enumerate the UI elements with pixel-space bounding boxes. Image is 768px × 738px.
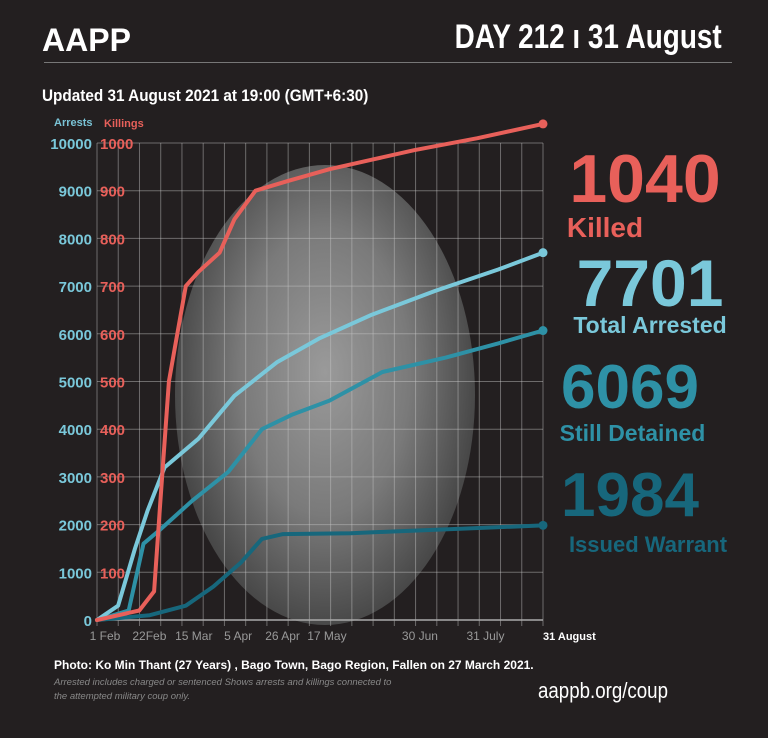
detained-count: 6069 — [561, 353, 699, 422]
brand-logo: AAPP — [42, 22, 131, 58]
y-tick-arrests: 2000 — [59, 518, 92, 535]
x-tick-label: 30 Jun — [402, 629, 438, 643]
arrested-count: 7701 — [576, 246, 724, 320]
data-point — [116, 604, 120, 608]
footnote: Arrested includes charged or sentenced S… — [54, 677, 392, 702]
arrested-label: Total Arrested — [573, 312, 727, 338]
updated-text: Updated 31 August 2021 at 19:00 (GMT+6:3… — [42, 86, 369, 105]
data-point — [254, 189, 258, 193]
x-tick-label: 22Feb — [132, 629, 166, 643]
data-point — [289, 413, 293, 417]
data-point — [218, 251, 222, 255]
data-point — [226, 470, 230, 474]
data-point — [444, 356, 448, 360]
data-point — [370, 313, 374, 317]
y-tick-killings: 300 — [100, 470, 125, 487]
photo-caption: Photo: Ko Min Thant (27 Years) , Bago To… — [54, 658, 534, 672]
data-point — [184, 604, 188, 608]
website-link[interactable]: aappb.org/coup — [538, 678, 668, 703]
y-tick-arrests: 8000 — [59, 231, 92, 248]
y-tick-killings: 200 — [100, 518, 125, 535]
y-tick-killings: 700 — [100, 279, 125, 296]
data-point — [148, 613, 152, 617]
y-tick-arrests: 4000 — [59, 422, 92, 439]
x-tick-label: 31 August — [543, 631, 596, 643]
data-point — [317, 337, 321, 341]
data-point — [158, 499, 162, 503]
data-point — [232, 217, 236, 221]
killed-label: Killed — [566, 212, 644, 243]
data-point — [349, 531, 353, 535]
data-point — [184, 284, 188, 288]
data-point — [497, 341, 501, 345]
y-tick-killings: 800 — [100, 231, 125, 248]
data-point — [281, 532, 285, 536]
y-tick-arrests: 3000 — [59, 470, 92, 487]
data-point — [412, 148, 416, 152]
y-tick-killings: 100 — [100, 565, 125, 582]
y-tick-arrests: 5000 — [59, 375, 92, 392]
y-tick-arrests: 0 — [84, 613, 92, 630]
data-point — [497, 267, 501, 271]
data-point — [167, 380, 171, 383]
data-point — [175, 332, 179, 336]
x-tick-label: 5 Apr — [224, 629, 252, 643]
x-tick-label: 15 Mar — [175, 629, 212, 643]
data-point — [133, 546, 137, 550]
killed-count: 1040 — [569, 141, 721, 217]
detained-label: Still Detained — [559, 420, 706, 446]
y-tick-killings: 900 — [100, 184, 125, 201]
x-tick-label: 26 Apr — [265, 629, 300, 643]
data-point — [328, 167, 332, 171]
x-tick-label: 17 May — [307, 629, 346, 643]
y-tick-arrests: 7000 — [59, 279, 92, 296]
y-tick-arrests: 1000 — [59, 565, 92, 582]
data-point — [285, 179, 289, 183]
data-point — [260, 537, 264, 541]
data-point — [196, 270, 200, 274]
data-point — [196, 437, 200, 441]
x-tick-label: 31 July — [466, 629, 504, 643]
y-tick-killings: 400 — [100, 422, 125, 439]
y-tick-killings: 600 — [100, 327, 125, 344]
data-point — [328, 399, 332, 403]
y-tick-arrests: 9000 — [59, 184, 92, 201]
data-point — [152, 589, 156, 593]
y-tick-killings: 500 — [100, 375, 125, 392]
data-point — [475, 136, 479, 140]
end-marker — [538, 248, 548, 258]
killings-axis-label: Killings — [104, 118, 144, 130]
x-tick-label: 1 Feb — [90, 629, 121, 643]
arrests-axis-label: Arrests — [54, 117, 93, 129]
end-marker — [538, 326, 548, 336]
end-marker — [538, 520, 548, 530]
data-point — [190, 499, 194, 503]
data-point — [137, 608, 141, 612]
end-marker — [538, 119, 548, 129]
data-point — [433, 289, 437, 293]
series-line-killed — [95, 121, 545, 622]
data-point — [370, 158, 374, 162]
data-point — [146, 508, 150, 512]
day-counter: DAY 212 ı 31 August — [454, 18, 722, 56]
warrant-label: Issued Warrant — [568, 532, 728, 557]
y-tick-arrests: 10000 — [50, 136, 92, 153]
data-point — [239, 561, 243, 565]
divider — [44, 62, 732, 63]
y-tick-arrests: 6000 — [59, 327, 92, 344]
data-point — [211, 585, 215, 589]
data-point — [275, 360, 279, 364]
data-point — [232, 394, 236, 398]
data-point — [95, 618, 99, 622]
data-point — [260, 427, 264, 431]
data-point — [380, 370, 384, 374]
warrant-count: 1984 — [561, 461, 699, 530]
data-point — [142, 542, 146, 546]
y-tick-killings: 1000 — [100, 136, 133, 153]
